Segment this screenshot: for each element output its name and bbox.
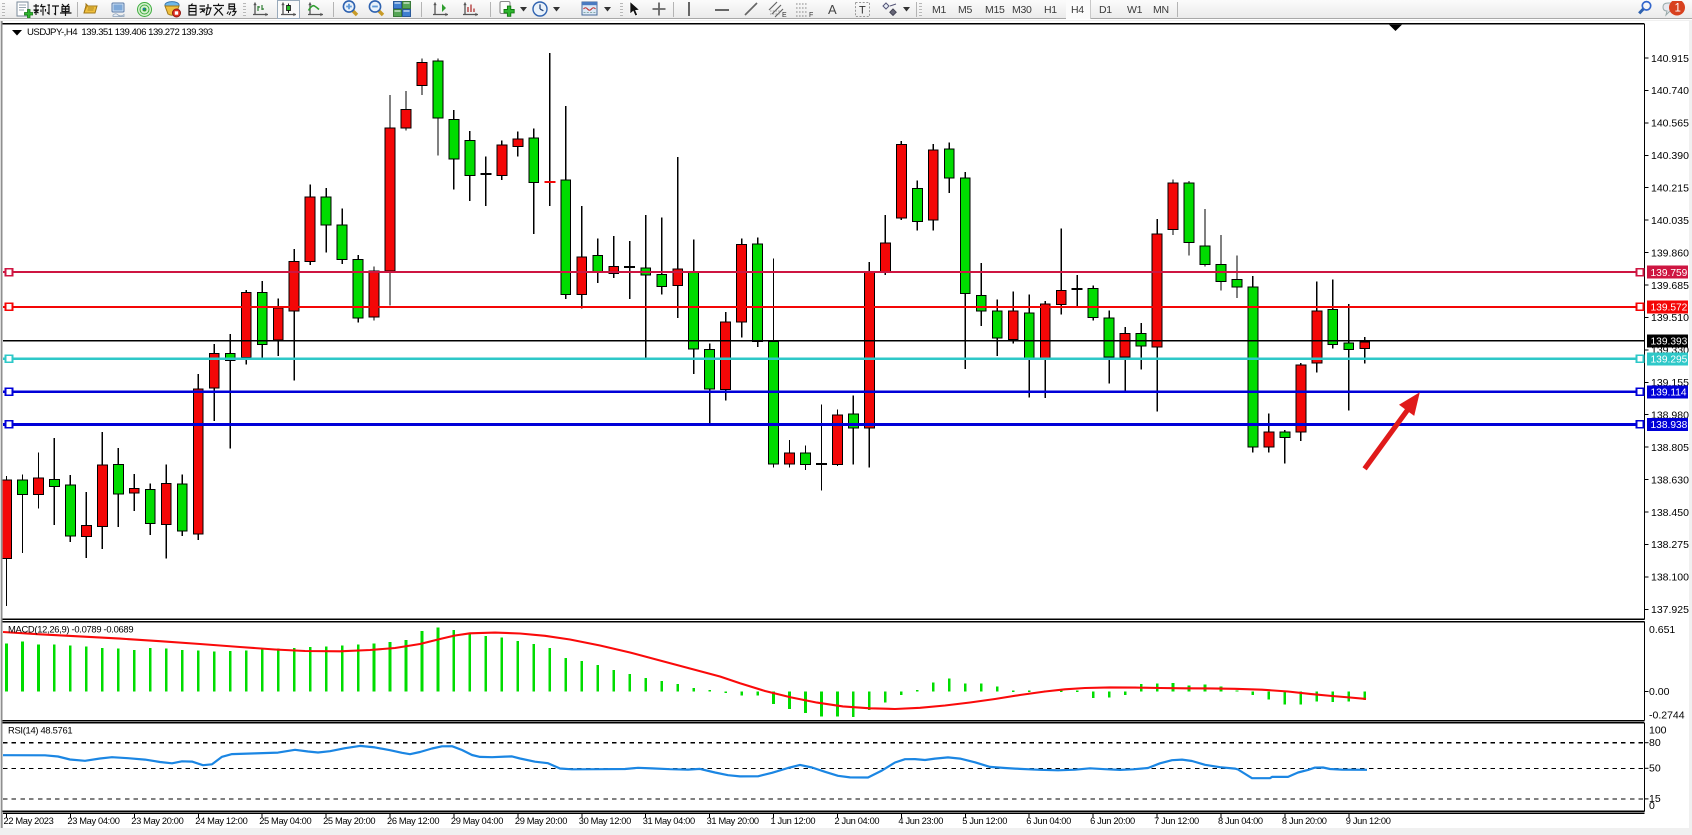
- svg-text:138.938: 138.938: [1651, 420, 1688, 431]
- svg-text:140.215: 140.215: [1651, 183, 1689, 195]
- svg-text:8 Jun 20:00: 8 Jun 20:00: [1282, 816, 1327, 826]
- svg-text:139.759: 139.759: [1651, 268, 1688, 279]
- svg-text:0.00: 0.00: [1649, 686, 1670, 698]
- svg-text:9 Jun 12:00: 9 Jun 12:00: [1346, 816, 1391, 826]
- svg-text:139.393: 139.393: [1651, 337, 1688, 348]
- svg-text:137.925: 137.925: [1651, 604, 1689, 616]
- svg-text:25 May 20:00: 25 May 20:00: [323, 816, 375, 826]
- svg-text:4 Jun 23:00: 4 Jun 23:00: [898, 816, 943, 826]
- svg-text:139.510: 139.510: [1651, 312, 1689, 324]
- svg-text:139.572: 139.572: [1651, 303, 1688, 314]
- svg-text:6 Jun 20:00: 6 Jun 20:00: [1090, 816, 1135, 826]
- svg-text:80: 80: [1649, 737, 1661, 749]
- svg-text:RSI(14) 48.5761: RSI(14) 48.5761: [8, 725, 72, 736]
- svg-text:F: F: [809, 12, 813, 19]
- svg-text:0.651: 0.651: [1649, 624, 1675, 636]
- svg-text:140.740: 140.740: [1651, 85, 1689, 97]
- svg-text:-0.2744: -0.2744: [1649, 709, 1685, 721]
- svg-text:139.685: 139.685: [1651, 280, 1689, 292]
- svg-text:138.275: 138.275: [1651, 539, 1689, 551]
- svg-text:USDJPY-,H4 139.351 139.406 13: USDJPY-,H4 139.351 139.406 139.272 139.3…: [27, 27, 213, 38]
- svg-text:1: 1: [1675, 3, 1681, 15]
- svg-text:100: 100: [1649, 725, 1667, 737]
- svg-text:15: 15: [1649, 793, 1661, 805]
- svg-text:140.035: 140.035: [1651, 215, 1689, 227]
- svg-text:E: E: [782, 12, 787, 19]
- svg-text:139.114: 139.114: [1651, 388, 1687, 399]
- svg-text:138.805: 138.805: [1651, 442, 1689, 454]
- svg-text:26 May 12:00: 26 May 12:00: [387, 816, 439, 826]
- svg-text:31 May 04:00: 31 May 04:00: [643, 816, 695, 826]
- svg-text:139.860: 139.860: [1651, 247, 1689, 259]
- svg-text:2 Jun 04:00: 2 Jun 04:00: [835, 816, 880, 826]
- svg-text:24 May 12:00: 24 May 12:00: [195, 816, 247, 826]
- svg-text:138.450: 138.450: [1651, 507, 1689, 519]
- svg-text:140.390: 140.390: [1651, 150, 1689, 162]
- svg-text:138.630: 138.630: [1651, 474, 1689, 486]
- svg-text:140.565: 140.565: [1651, 118, 1689, 130]
- svg-text:6 Jun 04:00: 6 Jun 04:00: [1026, 816, 1071, 826]
- svg-text:23 May 20:00: 23 May 20:00: [131, 816, 183, 826]
- svg-text:MACD(12,26,9) -0.0789 -0.0689: MACD(12,26,9) -0.0789 -0.0689: [8, 624, 133, 635]
- svg-text:31 May 20:00: 31 May 20:00: [707, 816, 759, 826]
- svg-text:5 Jun 12:00: 5 Jun 12:00: [962, 816, 1007, 826]
- svg-text:8 Jun 04:00: 8 Jun 04:00: [1218, 816, 1263, 826]
- svg-text:22 May 2023: 22 May 2023: [4, 816, 54, 826]
- svg-text:50: 50: [1649, 762, 1661, 774]
- svg-text:T: T: [859, 5, 866, 17]
- svg-text:23 May 04:00: 23 May 04:00: [67, 816, 119, 826]
- svg-text:29 May 04:00: 29 May 04:00: [451, 816, 503, 826]
- svg-text:1 Jun 12:00: 1 Jun 12:00: [771, 816, 816, 826]
- svg-text:0: 0: [1649, 800, 1655, 812]
- svg-text:140.915: 140.915: [1651, 53, 1689, 65]
- svg-text:139.295: 139.295: [1651, 355, 1688, 366]
- svg-text:29 May 20:00: 29 May 20:00: [515, 816, 567, 826]
- svg-text:7 Jun 12:00: 7 Jun 12:00: [1154, 816, 1199, 826]
- svg-text:138.100: 138.100: [1651, 572, 1689, 584]
- svg-text:25 May 04:00: 25 May 04:00: [259, 816, 311, 826]
- svg-text:30 May 12:00: 30 May 12:00: [579, 816, 631, 826]
